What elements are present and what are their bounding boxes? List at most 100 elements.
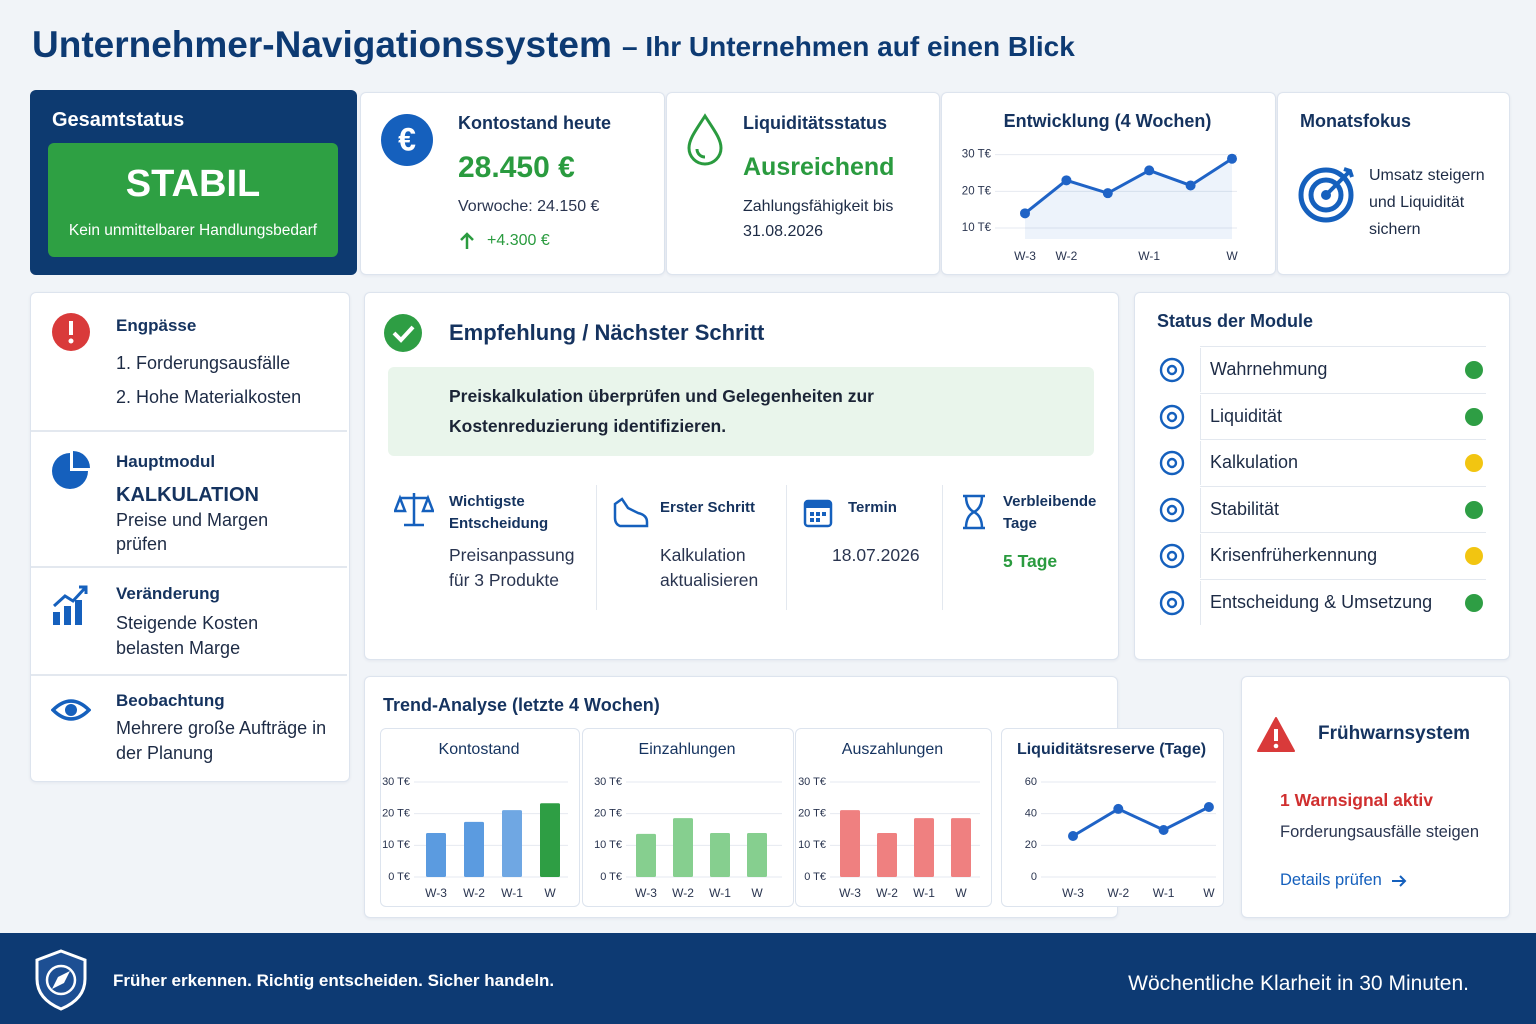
point — [1185, 180, 1196, 191]
item-label: Termin — [848, 499, 897, 516]
item-label: Erster Schritt — [660, 499, 756, 516]
warning-signal: 1 Warnsignal aktiv — [1280, 790, 1434, 810]
x-tick-label: W-1 — [913, 886, 935, 900]
balance-chart: Kontostand 0 T€ 10 T€ 20 T€ 30 T€ W-3 W-2 W-1 W — [382, 741, 568, 900]
details-link[interactable]: Details prüfen — [1280, 871, 1382, 889]
recommendation-title: Empfehlung / Nächster Schritt — [449, 320, 765, 345]
balance-change: +4.300 € — [487, 232, 550, 249]
main-module-text: Preise und Margen prüfen — [116, 510, 269, 554]
bar — [464, 821, 484, 877]
status-dot — [1465, 594, 1483, 612]
alert-icon — [52, 313, 90, 351]
x-tick-label: W-3 — [635, 886, 657, 900]
row-line — [1200, 346, 1486, 347]
observation-text: Mehrere große Aufträge in der Planung — [116, 718, 327, 763]
y-tick-label: 0 T€ — [804, 871, 826, 883]
euro-icon: € — [381, 114, 433, 166]
scale-icon — [394, 493, 434, 527]
observation-title: Beobachtung — [116, 691, 225, 710]
title: Unternehmer-Navigationssystem — [32, 24, 612, 65]
status-box — [48, 143, 338, 257]
module-icon — [1159, 590, 1185, 616]
status-dot — [1465, 500, 1483, 519]
module-name: Wahrnehmung — [1210, 359, 1328, 379]
status-dot — [1465, 361, 1483, 379]
bar — [710, 832, 730, 877]
y-tick-label: 20 — [1025, 839, 1037, 851]
liquidity-date: 31.08.2026 — [743, 223, 824, 240]
item-value: 18.07.2026 — [832, 545, 920, 565]
y-tick-label: 0 T€ — [600, 871, 622, 883]
income-chart: Einzahlungen 0 T€ 10 T€ 20 T€ 30 T€ W-3 W-2 W-1… — [594, 741, 782, 900]
modules-card — [1134, 292, 1510, 660]
point — [1020, 208, 1030, 219]
item-value: Kalkulation aktualisieren — [660, 545, 759, 590]
svg-text:€: € — [398, 121, 416, 157]
bar — [502, 810, 522, 877]
area — [1025, 158, 1232, 239]
recommendation-card — [364, 292, 1119, 660]
row-line — [1200, 392, 1486, 394]
change-text: Steigende Kosten belasten Marge — [116, 613, 259, 658]
row-line — [1200, 439, 1486, 441]
y-tick-label: 30 T€ — [382, 776, 410, 788]
footer-right: Wöchentliche Klarheit in 30 Minuten. — [1128, 972, 1469, 995]
x-tick-label: W — [751, 886, 763, 900]
bar — [747, 832, 767, 877]
y-tick-label: 30 T€ — [594, 776, 622, 788]
liquidity-card — [666, 92, 940, 275]
y-tick-label: 20 T€ — [594, 808, 622, 820]
modules-title: Status der Module — [1157, 311, 1314, 331]
point — [1068, 830, 1078, 841]
change-title: Veränderung — [116, 584, 220, 603]
module-icon — [1159, 357, 1185, 383]
separator — [942, 485, 943, 610]
point — [1144, 165, 1155, 176]
x-tick-label: W-3 — [1062, 886, 1084, 900]
y-tick-label: 0 — [1031, 871, 1037, 883]
x-tick-label: W-2 — [463, 886, 485, 900]
chart-title: Einzahlungen — [639, 741, 736, 758]
item-label: Wichtigste Entscheidung — [449, 493, 549, 532]
reserve-chart: Liquiditätsreserve (Tage) 0 20 40 60 W-3 W-2 W-… — [1017, 741, 1216, 900]
status-note: Kein unmittelbarer Handlungsbedarf — [68, 222, 318, 239]
row-line — [1200, 394, 1201, 439]
row-line — [1200, 581, 1201, 625]
bottlenecks-title: Engpässe — [116, 316, 197, 335]
row-line — [1200, 441, 1201, 486]
y-tick-label: 20 T€ — [798, 808, 826, 820]
subtitle: – Ihr Unternehmen auf einen Blick — [622, 31, 1075, 62]
x-tick-label: W — [1226, 249, 1238, 263]
status-title: Gesamtstatus — [52, 109, 185, 131]
check-icon — [384, 314, 422, 352]
bar — [540, 803, 560, 877]
x-tick-label: W-3 — [425, 886, 447, 900]
y-tick-label: 10 T€ — [798, 839, 826, 851]
growth-icon — [52, 585, 88, 625]
x-tick-label: W-1 — [1138, 249, 1160, 263]
y-tick-label: 0 T€ — [388, 871, 410, 883]
chart-title: Auszahlungen — [842, 741, 943, 758]
development-chart: 10 T€ 20 T€ 30 T€ W-3 W-2 W-1 W — [962, 149, 1239, 263]
point — [1158, 824, 1169, 835]
bar — [951, 818, 971, 877]
drop-icon — [687, 113, 723, 166]
calendar-icon — [803, 499, 833, 528]
warning-text: Forderungsausfälle steigen — [1280, 823, 1480, 841]
module-name: Krisenfrüherkennung — [1210, 545, 1378, 566]
x-tick-label: W-3 — [1014, 249, 1036, 263]
link-arrow — [1392, 875, 1407, 887]
row-line — [1200, 485, 1486, 487]
liquidity-value: Ausreichend — [743, 153, 895, 181]
x-tick-label: W — [1203, 886, 1215, 900]
line — [1072, 805, 1210, 838]
row-line — [1200, 532, 1486, 534]
status-dot — [1465, 454, 1483, 473]
up-arrow — [460, 232, 474, 249]
point — [1113, 803, 1124, 814]
shield-icon — [35, 949, 87, 1011]
point — [1102, 188, 1113, 199]
item-value: 5 Tage — [1003, 551, 1058, 571]
balance-value: 28.450 € — [458, 151, 575, 184]
status-dot — [1465, 407, 1483, 426]
